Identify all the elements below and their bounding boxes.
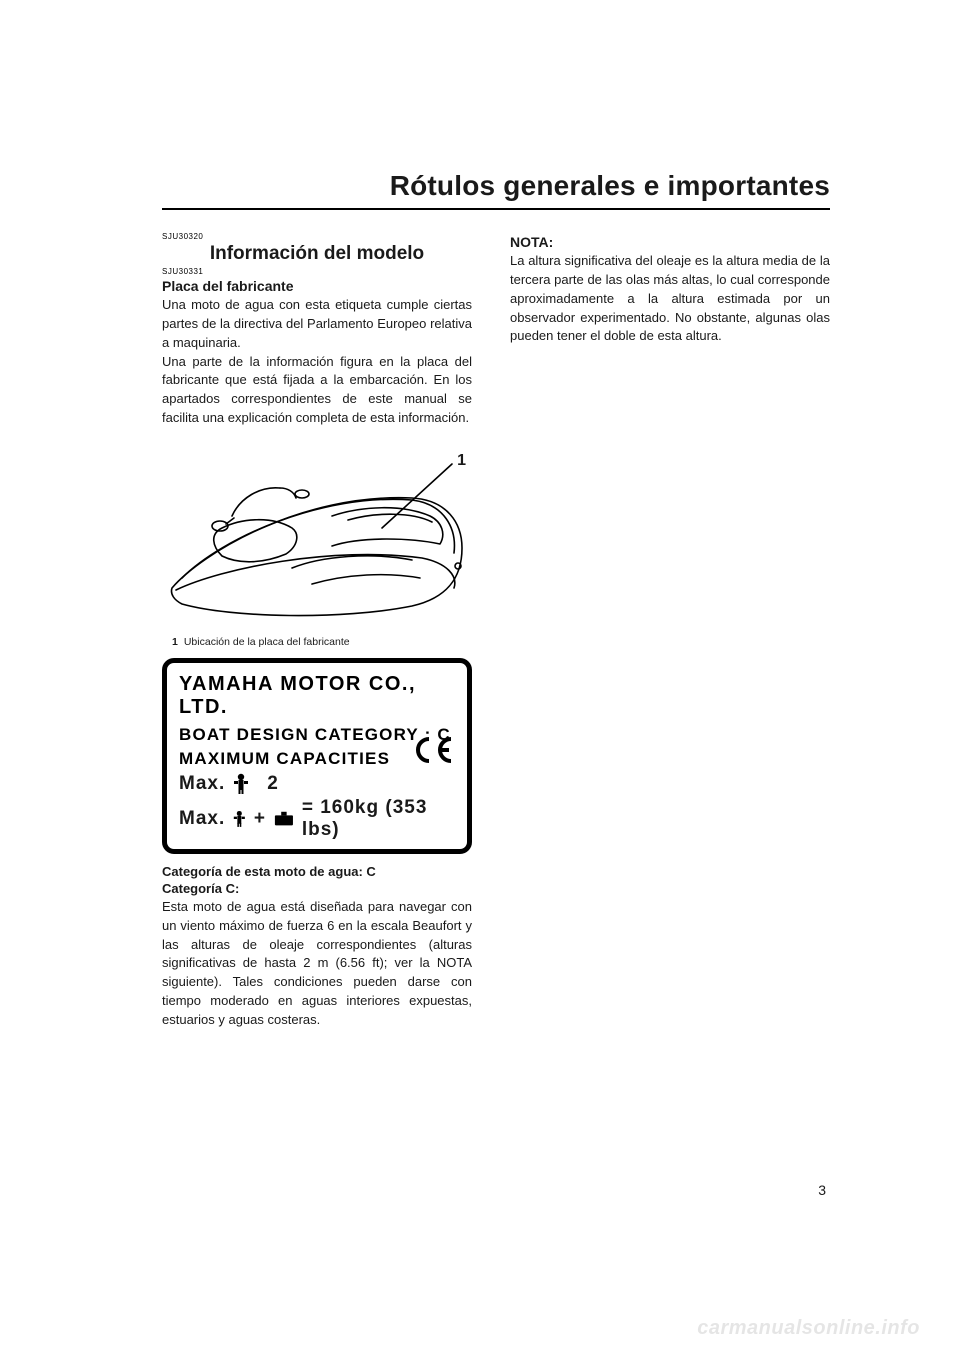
left-column: SJU30320 Información del modelo SJU30331… [162,232,472,1030]
page-title: Rótulos generales e importantes [162,170,830,202]
page: Rótulos generales e importantes SJU30320… [0,0,960,1358]
category-paragraph: Esta moto de agua está diseñada para nav… [162,898,472,1030]
plate-passenger-count: 2 [267,773,279,795]
plate-row-passengers: Max. 2 [179,773,455,795]
ce-mark-icon [413,735,453,765]
caption-number: 1 [172,636,178,648]
header-rule [162,208,830,210]
doc-code-2: SJU30331 [162,267,472,276]
plate-max-label-1: Max. [179,773,225,795]
watermark: carmanualsonline.info [697,1317,920,1340]
category-line-2: Categoría C: [162,881,472,896]
right-column: NOTA: La altura significativa del oleaje… [510,232,830,346]
page-header: Rótulos generales e importantes [162,170,830,210]
person-icon [233,773,249,795]
plate-line-company: YAMAHA MOTOR CO., LTD. [179,673,455,719]
subheading-placa: Placa del fabricante [162,278,472,294]
person-icon [233,809,246,829]
plate-row-weight: Max. + = 160kg (353 lbs) [179,797,455,841]
manufacturer-plate: YAMAHA MOTOR CO., LTD. BOAT DESIGN CATEG… [162,658,472,854]
para-2: Una parte de la información figura en la… [162,353,472,428]
watercraft-diagram: 1 [162,438,472,630]
plus-sign: + [254,808,266,830]
diagram-caption: 1 Ubicación de la placa del fabricante [172,636,472,648]
page-number: 3 [818,1182,826,1198]
para-1: Una moto de agua con esta etiqueta cumpl… [162,296,472,353]
caption-text: Ubicación de la placa del fabricante [184,636,350,648]
nota-paragraph: La altura significativa del oleaje es la… [510,252,830,346]
nota-heading: NOTA: [510,234,830,250]
section-heading: Información del modelo [162,243,472,265]
callout-number-1: 1 [457,452,466,470]
doc-code-1: SJU30320 [162,232,472,241]
plate-max-label-2: Max. [179,808,225,830]
category-line-1: Categoría de esta moto de agua: C [162,864,472,879]
plate-weight-value: = 160kg (353 lbs) [302,797,455,841]
watercraft-svg [162,438,472,630]
luggage-icon [274,811,294,827]
